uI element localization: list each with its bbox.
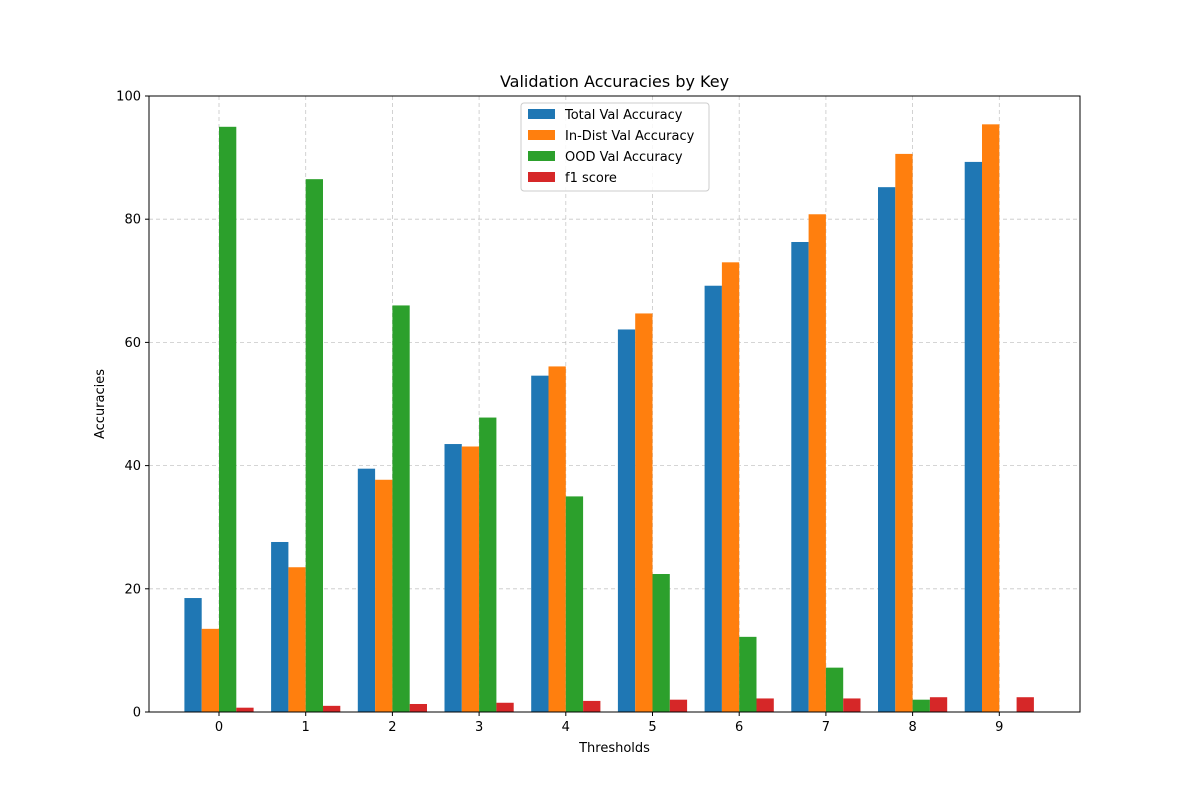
plot-frame [148, 95, 1081, 713]
x-tick-label: 2 [388, 720, 396, 735]
x-tick-label: 7 [822, 720, 830, 735]
bar [583, 700, 601, 712]
bar [895, 153, 913, 713]
bar [982, 124, 1000, 712]
x-tick-label: 1 [302, 720, 310, 735]
bar [964, 161, 982, 713]
bar [825, 667, 844, 712]
bar [791, 241, 809, 712]
legend-swatch [528, 109, 555, 119]
bar [756, 698, 774, 712]
x-tick-label: 5 [648, 720, 656, 735]
y-tick-label: 100 [116, 90, 141, 105]
y-tick-label: 80 [124, 213, 141, 228]
legend-label: In-Dist Val Accuracy [565, 129, 695, 144]
bar [479, 417, 497, 712]
bar [652, 574, 670, 712]
bar [739, 636, 757, 712]
bar [669, 699, 688, 712]
bar [357, 468, 376, 712]
bar [444, 444, 462, 712]
bar [288, 567, 306, 712]
legend-label: OOD Val Accuracy [565, 150, 683, 165]
x-tick-label: 9 [995, 720, 1003, 735]
legend-swatch [528, 151, 555, 161]
legend-label: f1 score [565, 171, 617, 186]
bar [721, 262, 740, 712]
y-tick-label: 20 [124, 582, 141, 597]
bar [305, 179, 323, 712]
bar [323, 705, 341, 712]
bar [531, 375, 549, 712]
y-axis-label: Accuracies [93, 369, 108, 439]
legend: Total Val Accuracy In-Dist Val Accuracy OO… [520, 102, 710, 192]
x-axis-label: Thresholds [578, 741, 650, 756]
y-tick-label: 40 [124, 459, 141, 474]
legend-label: Total Val Accuracy [564, 108, 683, 123]
bar [496, 702, 514, 712]
bar [409, 703, 427, 712]
ticks: 0 1 2 3 4 5 6 7 8 9 0 20 40 60 80 100 [116, 90, 1003, 736]
bar [704, 285, 722, 712]
legend-box [520, 102, 710, 192]
legend-swatch [528, 130, 555, 140]
bar [392, 305, 410, 712]
bar [236, 707, 254, 712]
x-tick-label: 0 [215, 720, 223, 735]
bar [1016, 697, 1034, 712]
x-tick-label: 4 [562, 720, 570, 735]
bar [219, 126, 237, 713]
bar [878, 187, 896, 713]
legend-swatch [528, 172, 555, 182]
y-tick-label: 0 [133, 706, 141, 721]
bar [271, 541, 289, 712]
bar [375, 479, 393, 712]
chart-title: Validation Accuracies by Key [500, 72, 729, 91]
bar [808, 214, 826, 712]
bar [929, 697, 948, 712]
bar [184, 598, 202, 712]
bar [635, 313, 653, 712]
bar [548, 366, 566, 712]
bars [184, 124, 1034, 713]
y-tick-label: 60 [124, 336, 141, 351]
bar [617, 329, 636, 712]
bar [201, 628, 219, 712]
bar [565, 496, 584, 712]
bar [843, 698, 861, 712]
x-tick-label: 6 [735, 720, 743, 735]
x-tick-label: 8 [908, 720, 916, 735]
x-tick-label: 3 [475, 720, 483, 735]
bar [461, 446, 480, 712]
bar [912, 699, 930, 712]
